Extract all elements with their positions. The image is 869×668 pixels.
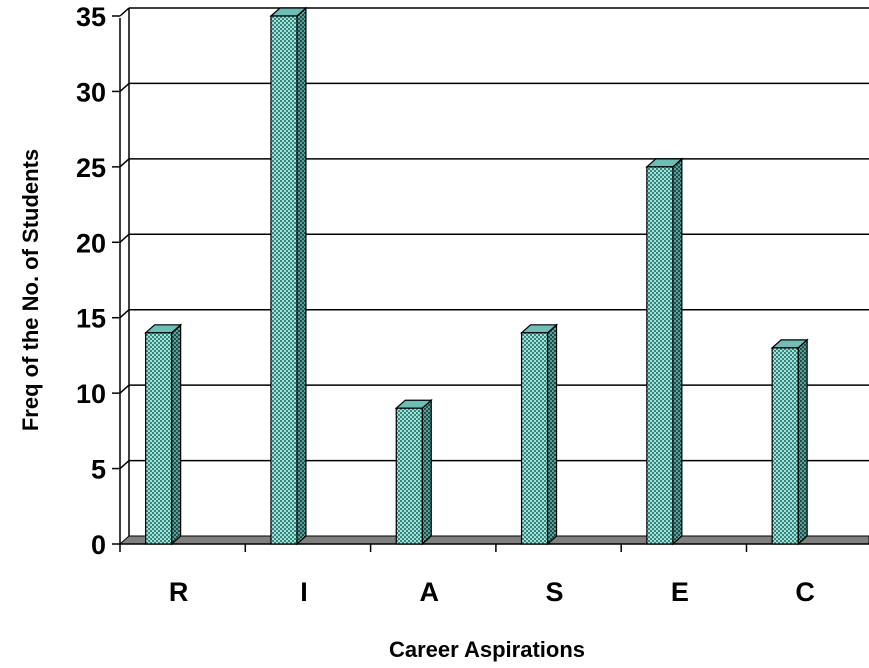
- axes: [112, 8, 869, 552]
- y-tick-label: 5: [91, 455, 106, 485]
- x-category-label: E: [671, 577, 689, 607]
- floor-slab: [118, 535, 869, 545]
- x-category-label: C: [795, 577, 815, 607]
- bar: [144, 323, 183, 546]
- y-tick-label: 20: [76, 228, 106, 258]
- gridline-connector: [119, 309, 130, 319]
- y-tick-label: 0: [91, 530, 106, 560]
- gridline-connector: [119, 7, 130, 17]
- bar-side: [296, 6, 307, 546]
- bar: [519, 323, 559, 546]
- gridline-connector: [119, 460, 130, 470]
- gridline-connector: [119, 233, 130, 243]
- gridline-connector: [119, 82, 130, 92]
- bar: [394, 398, 433, 546]
- x-category-label: A: [420, 577, 440, 607]
- x-category-label: I: [300, 577, 308, 607]
- y-tick-label: 10: [76, 379, 106, 409]
- bar-front: [395, 407, 423, 545]
- gridline-connector: [119, 158, 130, 168]
- bar: [770, 338, 809, 546]
- x-category-label: R: [169, 577, 189, 607]
- y-axis-title: Freq of the No. of Students: [18, 149, 43, 431]
- y-tick-label: 15: [76, 304, 106, 334]
- bar-front: [270, 15, 298, 545]
- bar-side: [797, 338, 808, 546]
- gridlines: [119, 7, 869, 470]
- bar: [269, 6, 308, 546]
- bar-front: [771, 347, 799, 545]
- bar-front: [646, 166, 674, 545]
- x-axis-title: Career Aspirations: [389, 637, 585, 662]
- bar-side: [546, 323, 558, 546]
- y-tick-label: 25: [76, 153, 106, 183]
- bar-side: [171, 323, 182, 546]
- y-tick-labels: 0 5 10 15 20 25 30 35: [76, 2, 106, 560]
- y-tick-label: 35: [76, 2, 106, 32]
- bar: [645, 157, 684, 546]
- bars: [144, 6, 809, 546]
- bar-side: [421, 398, 432, 546]
- bar-side: [672, 157, 683, 546]
- gridline-connector: [119, 384, 130, 394]
- bar-front: [520, 332, 549, 545]
- x-category-label: S: [546, 577, 564, 607]
- chart-floor: [118, 535, 869, 545]
- y-tick-label: 30: [76, 77, 106, 107]
- bar-front: [145, 332, 173, 545]
